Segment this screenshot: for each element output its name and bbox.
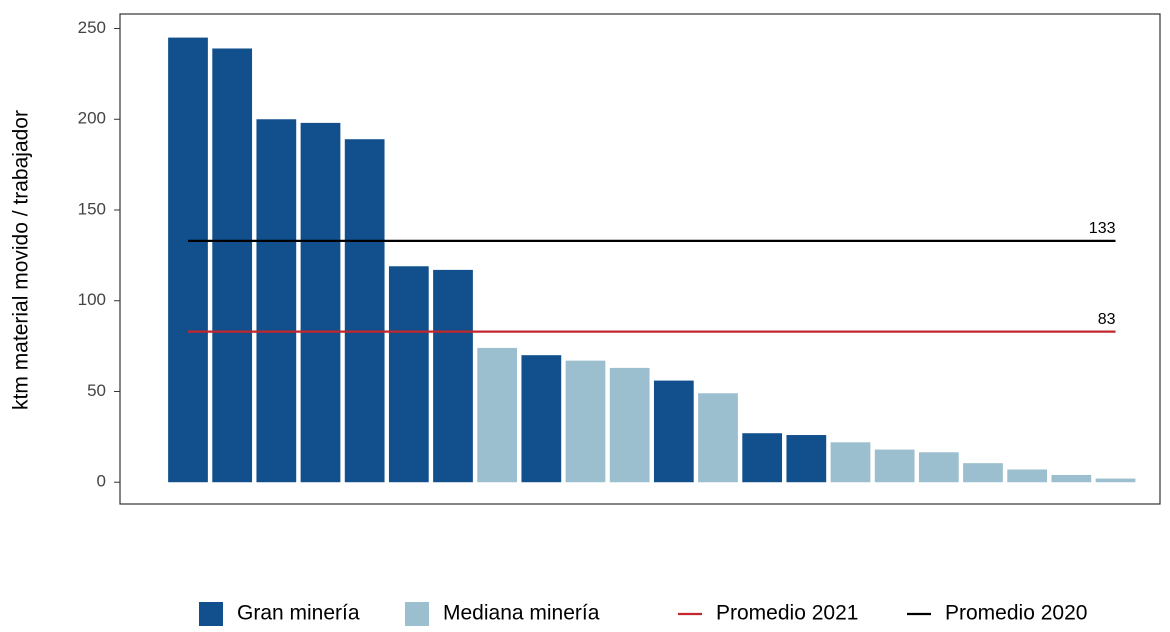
bar <box>168 37 208 483</box>
bar <box>1051 474 1092 483</box>
plot-frame <box>119 13 1161 505</box>
y-tick-label: 250 <box>78 18 106 37</box>
bar <box>521 355 562 483</box>
bar <box>212 48 253 483</box>
y-axis-label: ktm material movido / trabajador <box>10 110 33 410</box>
legend-label: Promedio 2021 <box>716 602 858 625</box>
bar <box>1007 469 1048 483</box>
y-tick-label: 100 <box>78 290 106 309</box>
bar <box>742 433 783 483</box>
bar <box>874 449 915 483</box>
legend-label: Gran minería <box>237 602 360 625</box>
bar <box>300 122 341 483</box>
bar <box>830 442 871 483</box>
bar <box>653 380 694 483</box>
y-tick-label: 150 <box>78 199 106 218</box>
legend-key <box>405 602 429 626</box>
y-tick-label: 50 <box>87 381 106 400</box>
bar <box>963 463 1003 483</box>
legend-label: Mediana minería <box>443 602 600 625</box>
legend-key <box>199 602 223 626</box>
bar <box>786 435 827 483</box>
y-tick-label: 0 <box>97 472 106 491</box>
reference-label: 133 <box>1089 220 1116 237</box>
bar <box>388 266 429 483</box>
bar <box>609 367 650 483</box>
legend-label: Promedio 2020 <box>945 602 1087 625</box>
bar <box>477 347 518 483</box>
bar <box>918 452 959 483</box>
bar <box>1095 478 1136 483</box>
bar <box>344 139 385 483</box>
reference-label: 83 <box>1098 311 1116 328</box>
bar <box>565 360 606 483</box>
bar <box>433 269 473 483</box>
bar <box>256 119 297 483</box>
y-tick-label: 200 <box>78 109 106 128</box>
bar <box>698 393 738 483</box>
